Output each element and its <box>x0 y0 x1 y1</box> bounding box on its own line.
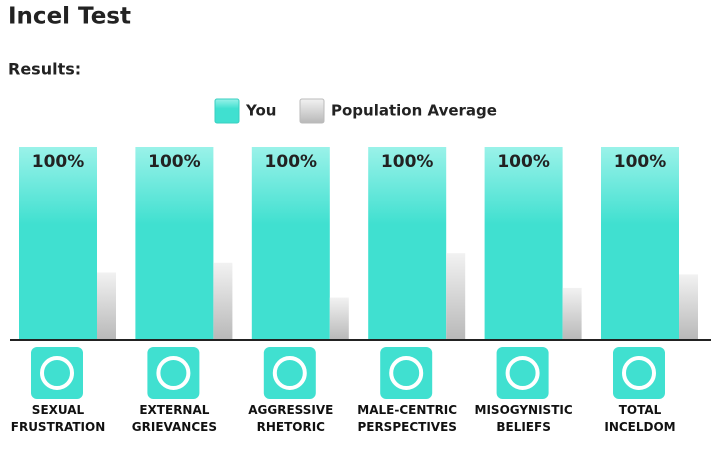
bar <box>19 147 97 340</box>
icon <box>496 347 549 399</box>
icon <box>613 347 665 399</box>
icon <box>505 356 540 390</box>
title: Incel Test <box>8 4 131 30</box>
icon <box>40 356 74 390</box>
icon <box>156 356 191 390</box>
icon <box>622 356 656 390</box>
bar <box>484 147 563 340</box>
category-label: AGGRESSIVE RHETORIC <box>248 403 334 434</box>
icon <box>272 356 307 390</box>
value-label: 100% <box>381 152 434 172</box>
category-label: MALE-CENTRIC PERSPECTIVES <box>357 403 458 434</box>
icon <box>263 347 316 399</box>
bar <box>679 274 698 340</box>
category-label: MISOGYNISTIC BELIEFS <box>474 403 573 434</box>
value-label: 100% <box>497 152 550 172</box>
bar <box>213 262 233 340</box>
value-label: 100% <box>148 152 201 172</box>
icon <box>147 347 200 399</box>
bar <box>251 147 330 340</box>
icon <box>31 347 83 399</box>
legend-swatch <box>214 98 240 124</box>
value-label: 100% <box>614 152 667 172</box>
category-label: SEXUAL FRUSTRATION <box>10 403 106 434</box>
bar <box>562 287 582 340</box>
icon <box>380 347 433 399</box>
legend-label: You <box>245 102 276 120</box>
bar <box>135 147 214 340</box>
bar <box>368 147 447 340</box>
icon <box>389 356 424 390</box>
bar <box>329 297 349 340</box>
category-label: TOTAL INCELDOM <box>604 403 676 434</box>
value-label: 100% <box>32 152 85 172</box>
value-label: 100% <box>265 152 318 172</box>
bar <box>97 272 116 340</box>
legend-label: Population Average <box>331 102 497 120</box>
bar <box>446 253 466 340</box>
bar <box>601 147 679 340</box>
legend-swatch <box>299 98 325 124</box>
subtitle: Results: <box>8 60 81 79</box>
category-label: EXTERNAL GRIEVANCES <box>131 403 217 434</box>
